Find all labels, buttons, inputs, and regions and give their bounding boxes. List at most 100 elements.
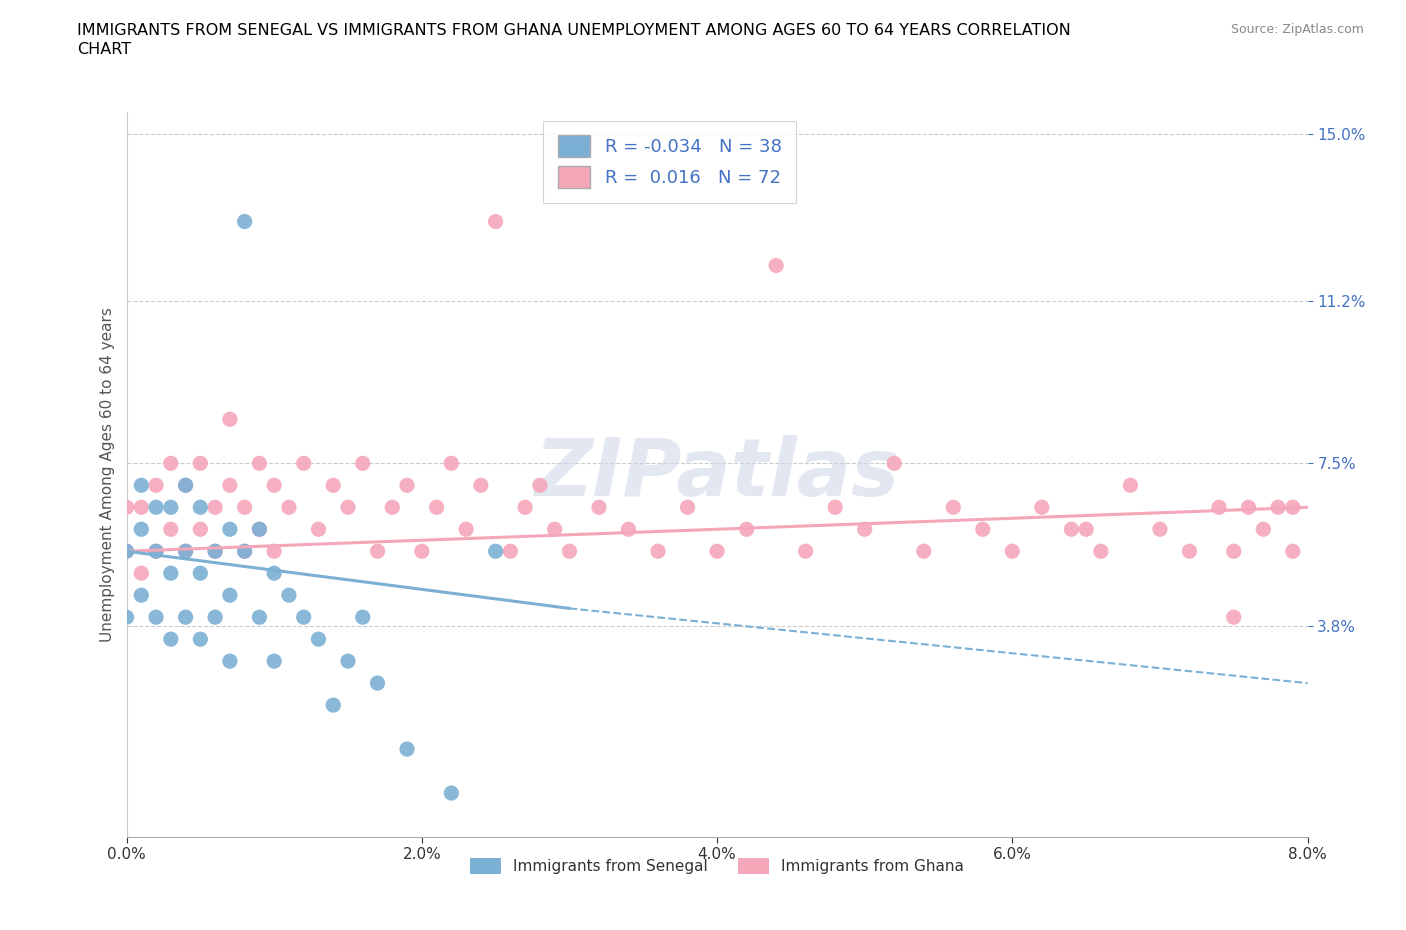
Point: [1208, 499, 1230, 514]
Point: [233, 544, 256, 559]
Point: [706, 544, 728, 559]
Point: [1267, 499, 1289, 514]
Point: [115, 544, 138, 559]
Point: [145, 544, 167, 559]
Point: [307, 522, 329, 537]
Point: [145, 478, 167, 493]
Point: [588, 499, 610, 514]
Point: [1001, 544, 1024, 559]
Point: [129, 565, 153, 580]
Point: [188, 499, 212, 514]
Point: [249, 522, 271, 537]
Point: [367, 676, 389, 691]
Point: [1282, 544, 1305, 559]
Point: [204, 544, 226, 559]
Point: [233, 214, 256, 229]
Point: [426, 499, 449, 514]
Point: [307, 631, 329, 646]
Point: [174, 478, 197, 493]
Point: [352, 610, 374, 625]
Point: [396, 741, 419, 756]
Point: [204, 499, 226, 514]
Point: [249, 522, 271, 537]
Point: [1223, 610, 1246, 625]
Point: [278, 499, 301, 514]
Point: [543, 522, 565, 537]
Point: [1282, 499, 1305, 514]
Point: [145, 544, 167, 559]
Point: [263, 654, 285, 669]
Point: [853, 522, 876, 537]
Point: [440, 786, 463, 801]
Point: [249, 610, 271, 625]
Point: [188, 456, 212, 471]
Point: [647, 544, 669, 559]
Point: [942, 499, 965, 514]
Point: [1223, 544, 1246, 559]
Point: [411, 544, 433, 559]
Point: [188, 522, 212, 537]
Point: [219, 412, 242, 427]
Point: [174, 544, 197, 559]
Point: [219, 588, 242, 603]
Point: [322, 698, 344, 712]
Text: CHART: CHART: [77, 42, 131, 57]
Point: [160, 565, 183, 580]
Point: [278, 588, 301, 603]
Point: [352, 456, 374, 471]
Point: [1031, 499, 1053, 514]
Point: [1237, 499, 1260, 514]
Point: [1060, 522, 1083, 537]
Point: [735, 522, 758, 537]
Point: [219, 522, 242, 537]
Point: [160, 631, 183, 646]
Point: [219, 478, 242, 493]
Point: [337, 654, 360, 669]
Point: [1253, 522, 1275, 537]
Point: [337, 499, 360, 514]
Point: [263, 544, 285, 559]
Point: [115, 499, 138, 514]
Point: [263, 478, 285, 493]
Point: [1119, 478, 1142, 493]
Point: [1076, 522, 1098, 537]
Point: [470, 478, 492, 493]
Point: [367, 544, 389, 559]
Point: [794, 544, 817, 559]
Point: [440, 456, 463, 471]
Point: [129, 499, 153, 514]
Point: [174, 478, 197, 493]
Point: [1090, 544, 1112, 559]
Point: [233, 499, 256, 514]
Point: [972, 522, 994, 537]
Point: [233, 544, 256, 559]
Point: [1178, 544, 1201, 559]
Point: [160, 499, 183, 514]
Point: [292, 610, 315, 625]
Point: [529, 478, 551, 493]
Point: [484, 544, 508, 559]
Point: [145, 610, 167, 625]
Point: [1149, 522, 1171, 537]
Point: [188, 631, 212, 646]
Point: [292, 456, 315, 471]
Point: [145, 499, 167, 514]
Point: [499, 544, 522, 559]
Text: IMMIGRANTS FROM SENEGAL VS IMMIGRANTS FROM GHANA UNEMPLOYMENT AMONG AGES 60 TO 6: IMMIGRANTS FROM SENEGAL VS IMMIGRANTS FR…: [77, 23, 1071, 38]
Point: [174, 544, 197, 559]
Point: [115, 610, 138, 625]
Point: [515, 499, 537, 514]
Point: [263, 565, 285, 580]
Text: Source: ZipAtlas.com: Source: ZipAtlas.com: [1230, 23, 1364, 36]
Point: [456, 522, 478, 537]
Legend: Immigrants from Senegal, Immigrants from Ghana: Immigrants from Senegal, Immigrants from…: [464, 852, 970, 880]
Point: [558, 544, 581, 559]
Text: ZIPatlas: ZIPatlas: [534, 435, 900, 513]
Point: [129, 478, 153, 493]
Point: [160, 456, 183, 471]
Point: [204, 610, 226, 625]
Point: [912, 544, 935, 559]
Point: [824, 499, 846, 514]
Point: [129, 588, 153, 603]
Point: [249, 456, 271, 471]
